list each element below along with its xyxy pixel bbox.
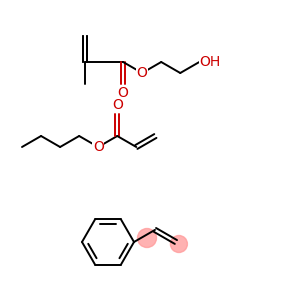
Circle shape	[170, 236, 188, 253]
Text: O: O	[112, 98, 123, 112]
Text: O: O	[137, 66, 148, 80]
Text: O: O	[93, 140, 104, 154]
Text: OH: OH	[200, 55, 221, 69]
Text: O: O	[118, 86, 128, 100]
Circle shape	[137, 229, 157, 247]
